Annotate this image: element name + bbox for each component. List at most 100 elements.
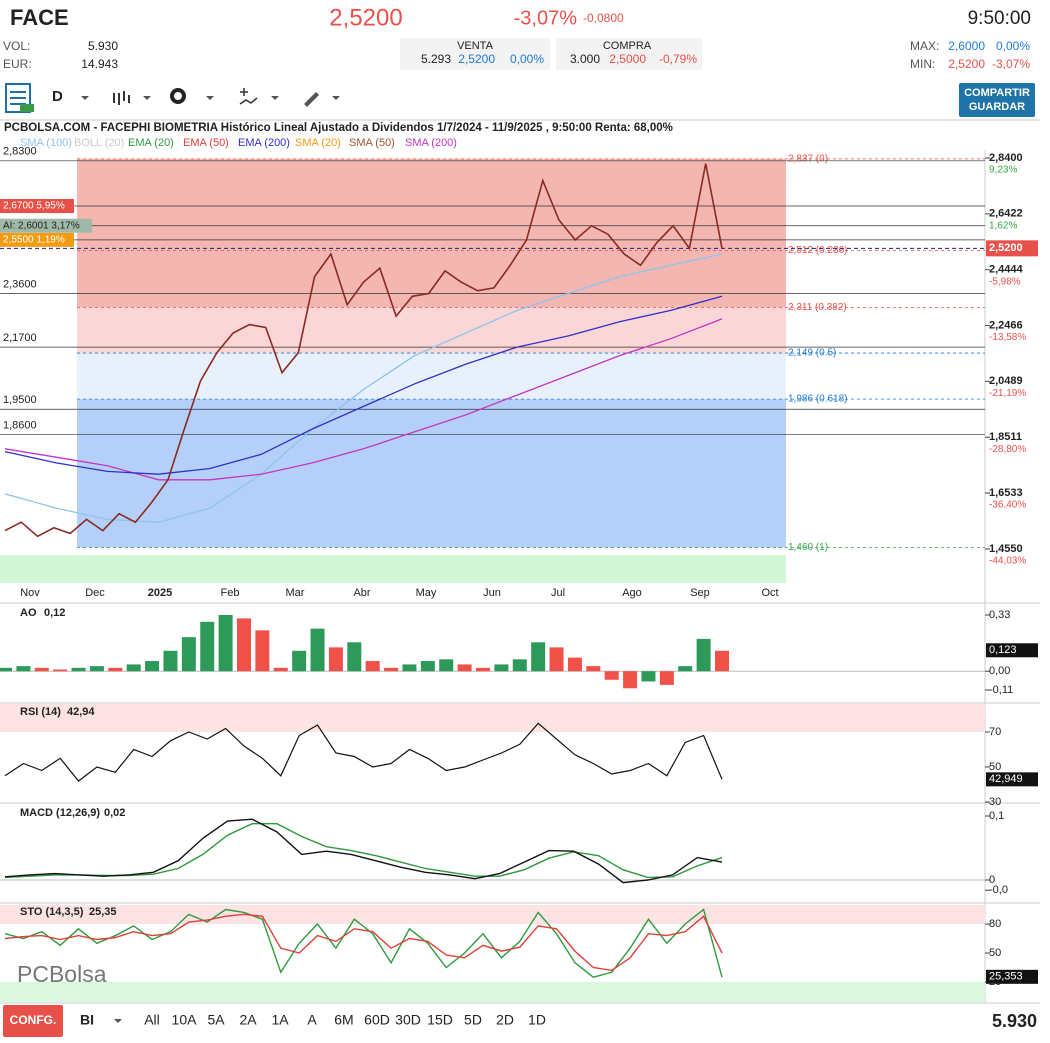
- x-tick-label: Abr: [353, 587, 370, 599]
- macd-signal: [4, 823, 723, 879]
- ao-bar: [347, 642, 362, 672]
- ao-bar: [292, 650, 307, 672]
- y-tick-pct: -36,40%: [989, 500, 1026, 511]
- ao-bar: [328, 647, 343, 672]
- ao-bar: [715, 650, 729, 672]
- range-button[interactable]: All: [144, 1012, 160, 1028]
- y-tick-label: 1,8511: [989, 431, 1022, 443]
- range-button[interactable]: 2D: [496, 1012, 514, 1028]
- range-button[interactable]: 2A: [239, 1012, 257, 1028]
- dropdown-carets: [81, 96, 340, 100]
- dropdown-caret: [114, 1019, 122, 1023]
- y-tick-label: 30: [989, 796, 1001, 808]
- sell-price: 2,5200: [458, 52, 495, 66]
- ao-bar: [34, 667, 49, 672]
- ao-bar: [237, 618, 251, 672]
- y-tick-pct: -21,19%: [989, 388, 1026, 399]
- save-label: GUARDAR: [969, 101, 1025, 113]
- range-button[interactable]: 5A: [207, 1012, 225, 1028]
- range-button[interactable]: 15D: [427, 1012, 453, 1028]
- buy-qty: 3.000: [570, 52, 600, 66]
- draw-tool[interactable]: [304, 92, 319, 107]
- last-tag: [986, 240, 1038, 257]
- time: 9:50:00: [968, 8, 1031, 29]
- x-tick-label: Ago: [622, 587, 642, 599]
- settings-tool[interactable]: [170, 88, 186, 104]
- menu-icon[interactable]: [5, 83, 34, 113]
- y-tick-pct: 9,23%: [989, 165, 1017, 176]
- range-button[interactable]: 1A: [271, 1012, 289, 1028]
- range-button[interactable]: 10A: [172, 1012, 198, 1028]
- ao-bar: [420, 661, 435, 672]
- ao-bar: [623, 671, 638, 689]
- last-label: 2,5200: [989, 242, 1023, 254]
- sto-value: 25,35: [89, 906, 117, 918]
- y-tick-label: 2,2466: [989, 319, 1023, 331]
- rsi-overbought: [0, 704, 985, 732]
- y-tick-label: 0,1: [989, 810, 1004, 822]
- sto-name: STO (14,3,5): [20, 906, 84, 918]
- fib-label: 1,986 (0.618): [788, 394, 848, 405]
- ao-bar: [402, 664, 417, 672]
- y-tick-pct: -5,98%: [989, 276, 1021, 287]
- period-select[interactable]: D: [52, 88, 63, 105]
- level-label: AI: 2,6001 3,17%: [3, 220, 80, 231]
- ao-bar: [181, 637, 196, 672]
- footer-volume: 5.930: [992, 1011, 1037, 1031]
- y-tick-label: 2,4444: [989, 264, 1024, 276]
- level-label: 2,6700 5,95%: [3, 201, 65, 212]
- ao-bar: [659, 671, 674, 685]
- sto-k: [4, 908, 723, 978]
- y-tick-label: 1,6533: [989, 487, 1023, 499]
- macd-value: 0,02: [104, 807, 125, 819]
- range-button[interactable]: 5D: [464, 1012, 482, 1028]
- share-button[interactable]: [959, 83, 1035, 117]
- range-button[interactable]: 30D: [395, 1012, 421, 1028]
- value-tag-label: 42,949: [989, 773, 1023, 785]
- fib-label: 2,512 (0.236): [788, 245, 848, 256]
- range-button[interactable]: A: [307, 1012, 317, 1028]
- config-button[interactable]: [3, 1005, 63, 1037]
- sma100-line: [4, 253, 723, 523]
- fib-zone: [77, 399, 786, 548]
- range-button[interactable]: 6M: [334, 1012, 353, 1028]
- scale-select[interactable]: BI: [80, 1012, 94, 1028]
- value-tag-label: 25,353: [989, 971, 1023, 983]
- sell-pct: 0,00%: [510, 52, 544, 66]
- ao-bar: [604, 671, 619, 680]
- x-tick-label: Mar: [286, 587, 305, 599]
- ao-bar: [476, 667, 490, 672]
- candle-tool[interactable]: [113, 91, 130, 105]
- rsi-line: [4, 722, 723, 782]
- indicator-tool[interactable]: [239, 88, 258, 105]
- sell-box: [400, 38, 550, 70]
- y-tick-pct: 1,62%: [989, 220, 1017, 231]
- macd-line: [4, 818, 723, 884]
- y-tick-label: 70: [989, 726, 1001, 738]
- legend-item: EMA (20): [128, 137, 174, 149]
- fib-zone: [77, 307, 786, 354]
- ao-bar: [641, 671, 656, 682]
- ao-bar: [0, 667, 12, 672]
- ao-bar: [71, 667, 86, 672]
- value-tag-label: 0,123: [989, 644, 1017, 656]
- y-tick-pct: -44,03%: [989, 556, 1026, 567]
- ao-bar: [145, 661, 160, 672]
- config-label: CONFG.: [10, 1013, 57, 1027]
- y-tick-label: 2,6422: [989, 208, 1023, 220]
- range-button[interactable]: 1D: [528, 1012, 546, 1028]
- ao-bar: [567, 657, 582, 672]
- rsi-value: 42,94: [67, 706, 95, 718]
- y-tick-label: 1,4550: [989, 543, 1023, 555]
- y-tick-label: 0,00: [989, 665, 1010, 677]
- ao-bar: [53, 669, 68, 672]
- ao-bar: [108, 667, 123, 672]
- range-button[interactable]: 60D: [364, 1012, 390, 1028]
- macd-name: MACD (12,26,9): [20, 807, 100, 819]
- last-price: 2,5200: [329, 4, 402, 31]
- level-label: 2,5500 1,19%: [3, 235, 65, 246]
- x-tick-label: Jul: [551, 587, 565, 599]
- sell-label: VENTA: [457, 40, 494, 52]
- max: 2,6000: [948, 39, 985, 53]
